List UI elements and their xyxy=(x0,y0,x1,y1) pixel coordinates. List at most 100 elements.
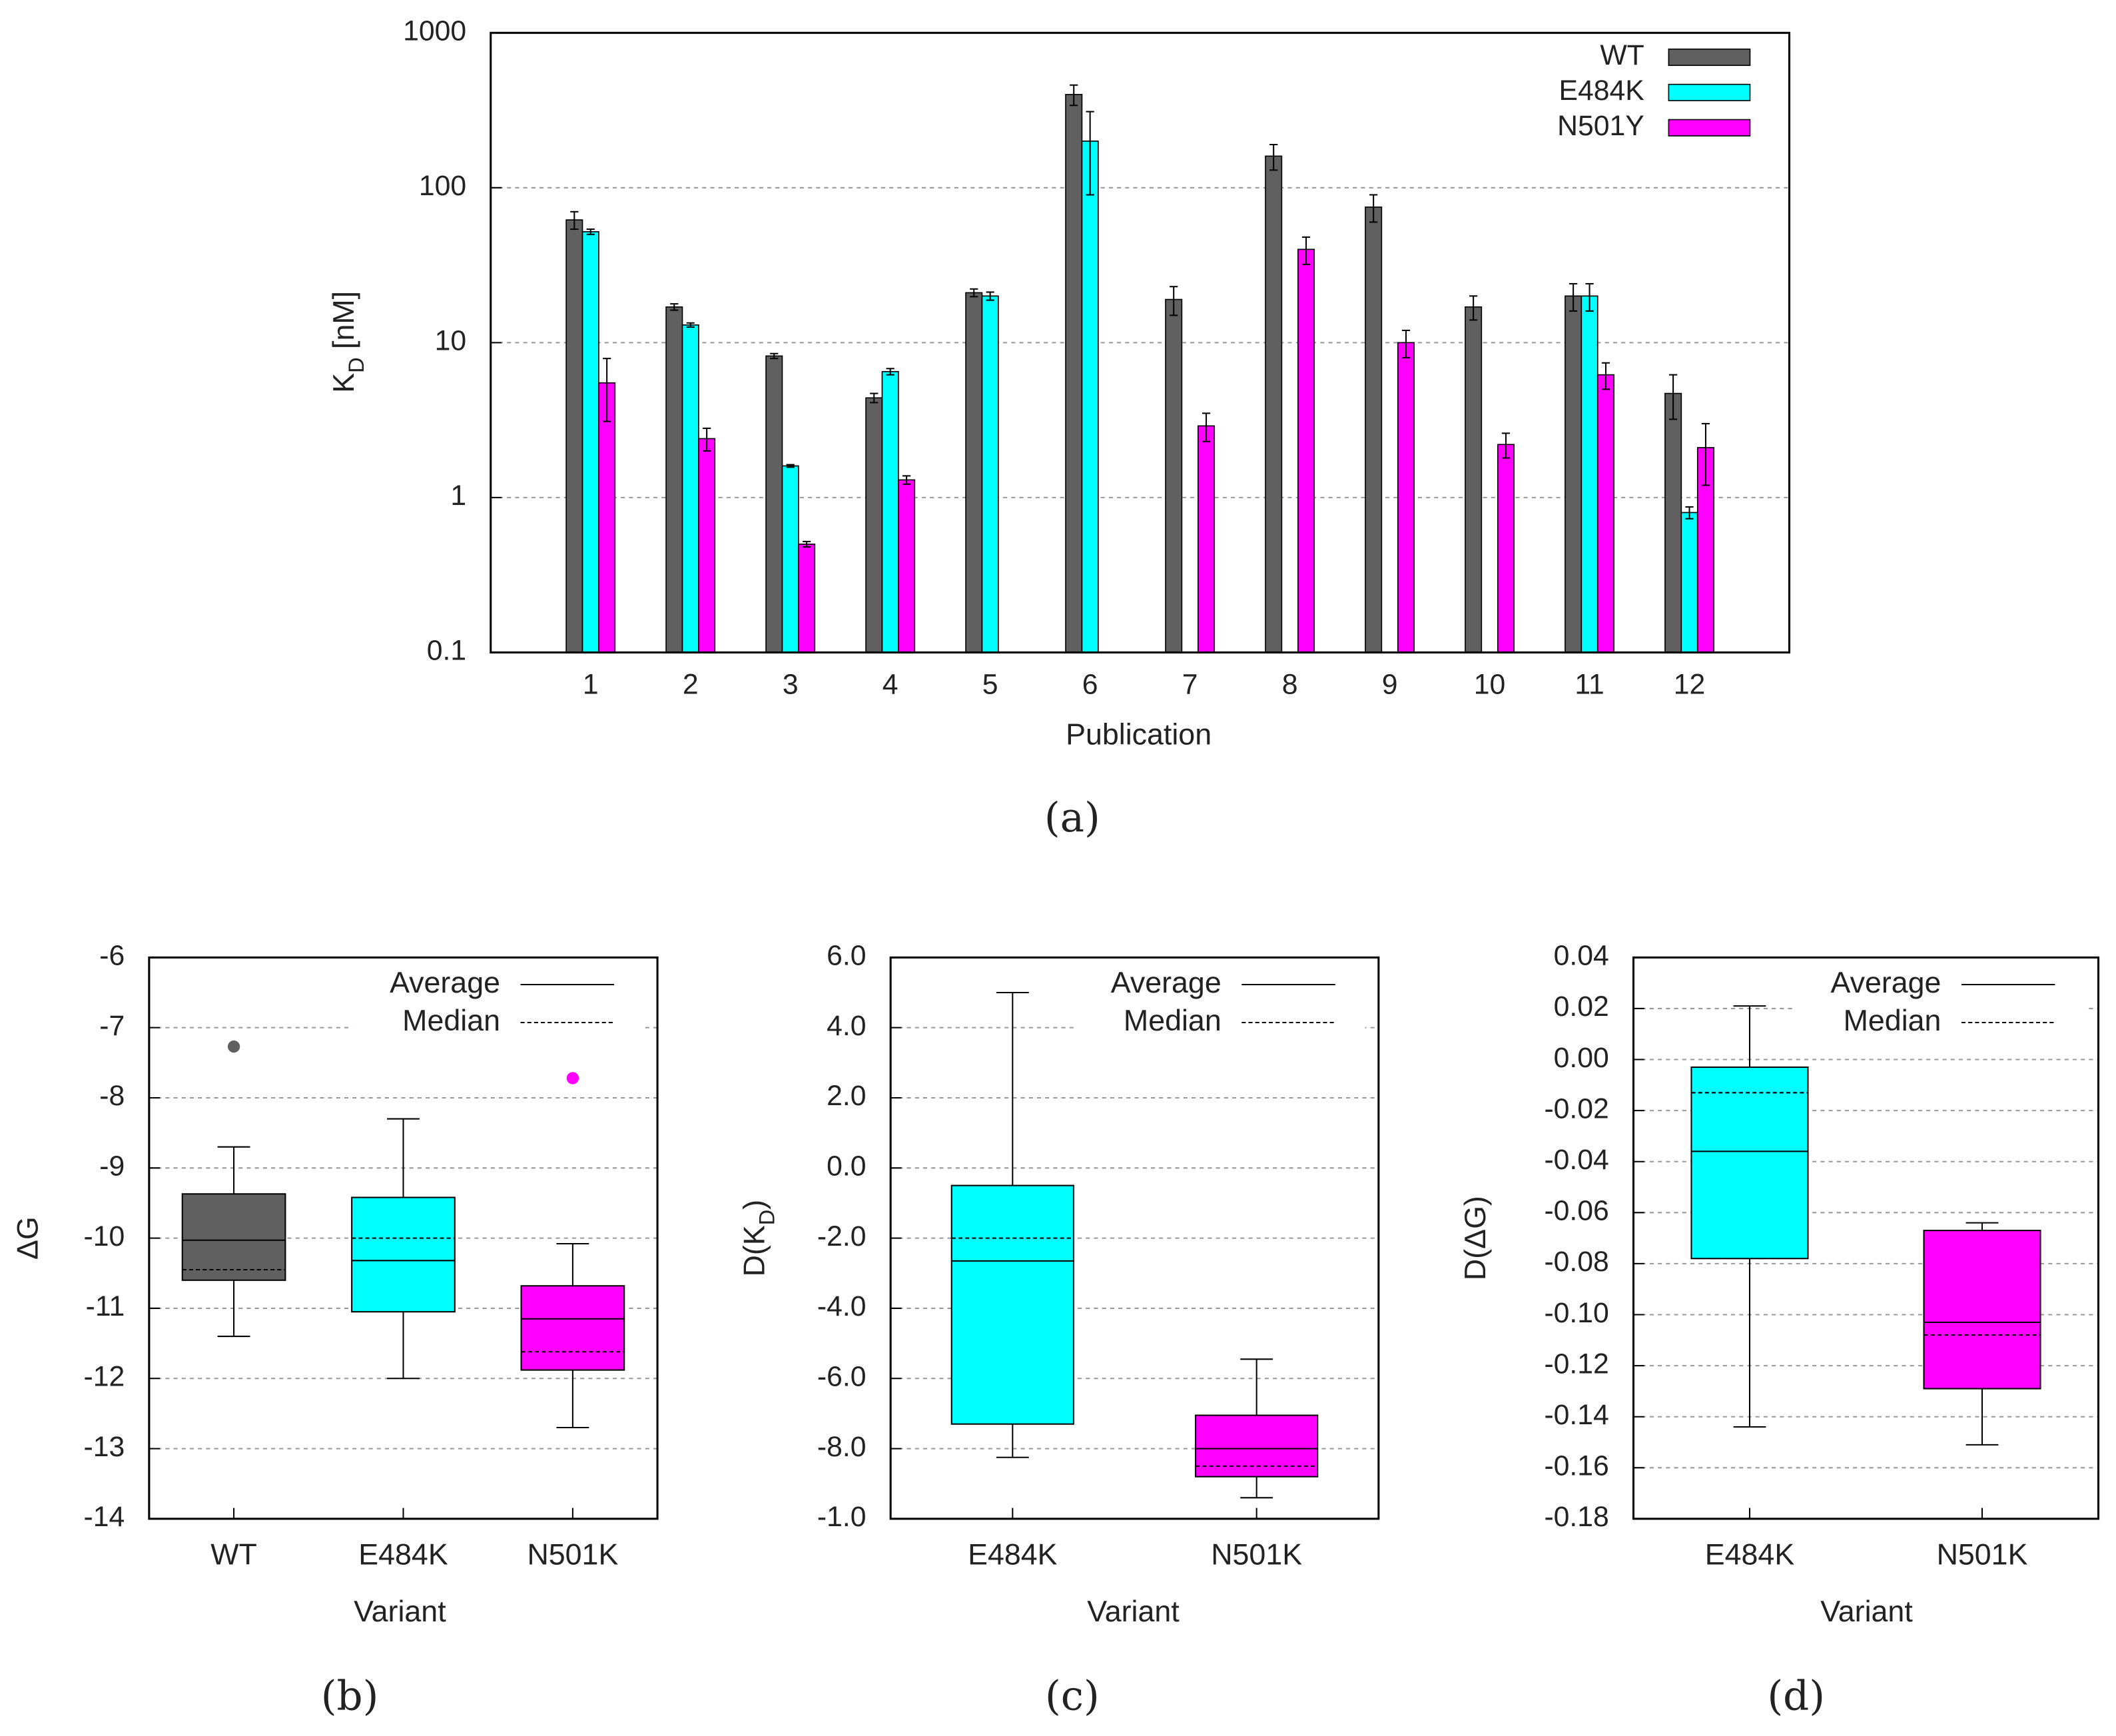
y-axis-label-sub: D xyxy=(755,1210,779,1226)
outlier xyxy=(227,1040,240,1053)
bar xyxy=(1465,306,1483,653)
x-axis-label: Publication xyxy=(1066,717,1212,751)
bar xyxy=(1565,295,1583,653)
bar xyxy=(781,465,799,653)
bar xyxy=(1165,298,1183,653)
error-bar xyxy=(1369,194,1378,223)
panel-caption: (d) xyxy=(1767,1673,1825,1720)
error-bar xyxy=(703,427,711,452)
y-tick-label: 0.1 xyxy=(427,635,466,667)
legend-label: Median xyxy=(402,1004,500,1037)
y-axis-label-sub: D xyxy=(344,357,368,373)
error-bar xyxy=(970,288,978,298)
error-bar xyxy=(686,322,695,328)
bar xyxy=(865,397,883,653)
y-tick-label: -0.04 xyxy=(1544,1144,1608,1176)
y-tick-label: -6.0 xyxy=(817,1361,867,1393)
y-tick-label: 6.0 xyxy=(827,940,866,972)
error-bar xyxy=(1170,286,1178,316)
x-tick-label: 4 xyxy=(882,669,898,701)
bar xyxy=(765,355,783,653)
panel-caption: (c) xyxy=(1045,1673,1100,1720)
error-bar xyxy=(803,540,811,548)
error-bar xyxy=(870,392,879,404)
outlier xyxy=(566,1072,579,1085)
bar xyxy=(1497,444,1515,653)
legend-background xyxy=(1073,965,1365,1047)
box xyxy=(181,1193,286,1281)
box xyxy=(1690,1066,1809,1260)
error-bar xyxy=(586,228,595,235)
legend-background xyxy=(352,965,644,1047)
plot-frame xyxy=(889,956,1380,1520)
bar xyxy=(1198,425,1216,653)
bar xyxy=(798,544,816,653)
y-tick-label: -13 xyxy=(83,1431,125,1463)
error-bar xyxy=(770,352,779,360)
y-tick-label: -0.08 xyxy=(1544,1246,1608,1278)
plot-frame xyxy=(490,31,1791,653)
legend-swatch xyxy=(1668,119,1751,137)
y-tick-label: 10 xyxy=(435,325,467,357)
y-axis-label-main: K xyxy=(327,373,360,393)
y-tick-label: -9 xyxy=(99,1150,125,1182)
bar xyxy=(598,382,616,653)
y-tick-label: -12 xyxy=(83,1361,125,1393)
error-bar xyxy=(603,358,611,422)
x-tick-label: E484K xyxy=(358,1538,448,1571)
x-tick-label: 3 xyxy=(783,669,799,701)
y-tick-label: -0.06 xyxy=(1544,1195,1608,1227)
x-tick-label: 9 xyxy=(1382,669,1398,701)
y-tick-label: -0.10 xyxy=(1544,1297,1608,1329)
y-tick-label: -14 xyxy=(83,1501,125,1533)
y-tick-label: -0.16 xyxy=(1544,1450,1608,1482)
bar xyxy=(1081,141,1099,653)
bar xyxy=(1065,94,1083,653)
legend-label: Average xyxy=(1831,966,1941,999)
box xyxy=(351,1196,456,1313)
legend-swatch xyxy=(1668,83,1751,101)
legend-label: E484K xyxy=(1559,75,1644,107)
y-tick-label: -10 xyxy=(83,1220,125,1252)
x-tick-label: N501K xyxy=(527,1538,618,1571)
legend-background xyxy=(1793,965,2085,1047)
y-tick-label: -6 xyxy=(99,940,125,972)
box xyxy=(1195,1414,1319,1478)
y-axis-label: D(KD) xyxy=(737,1200,779,1277)
bar xyxy=(965,292,983,653)
bar xyxy=(1581,295,1598,653)
x-tick-label: 11 xyxy=(1575,669,1604,701)
bar xyxy=(1596,374,1614,653)
error-bar xyxy=(1301,236,1311,265)
error-bar xyxy=(1469,295,1478,321)
error-bar xyxy=(1585,282,1594,312)
x-tick-label: 10 xyxy=(1474,669,1506,701)
bar xyxy=(1664,392,1682,653)
error-bar xyxy=(1401,329,1411,358)
y-axis-label: ΔG xyxy=(11,1216,45,1260)
error-bar xyxy=(670,303,679,311)
bar xyxy=(1297,248,1315,653)
x-tick-label: E484K xyxy=(1705,1538,1795,1571)
x-tick-label: N501K xyxy=(1937,1538,2028,1571)
legend-label: Median xyxy=(1844,1004,1941,1037)
y-axis-label-tail: ) xyxy=(737,1200,771,1210)
x-axis-label: Variant xyxy=(354,1595,446,1628)
y-tick-label: -2.0 xyxy=(817,1220,867,1252)
y-tick-label: -0.12 xyxy=(1544,1348,1608,1380)
y-axis-label-main: D(K xyxy=(737,1225,771,1276)
y-tick-label: -0.02 xyxy=(1544,1092,1608,1124)
x-axis-label: Variant xyxy=(1087,1595,1180,1628)
x-tick-label: 12 xyxy=(1674,669,1706,701)
panel-caption: (b) xyxy=(321,1673,379,1720)
panel-caption: (a) xyxy=(1044,794,1100,841)
error-bar xyxy=(1202,412,1211,442)
x-tick-label: 8 xyxy=(1282,669,1298,701)
x-tick-label: 1 xyxy=(583,669,599,701)
legend-label: Median xyxy=(1124,1004,1222,1037)
legend-label: Average xyxy=(390,966,500,999)
legend-label: WT xyxy=(1600,39,1644,71)
bar xyxy=(1365,207,1383,653)
legend-label: N501Y xyxy=(1557,110,1644,142)
